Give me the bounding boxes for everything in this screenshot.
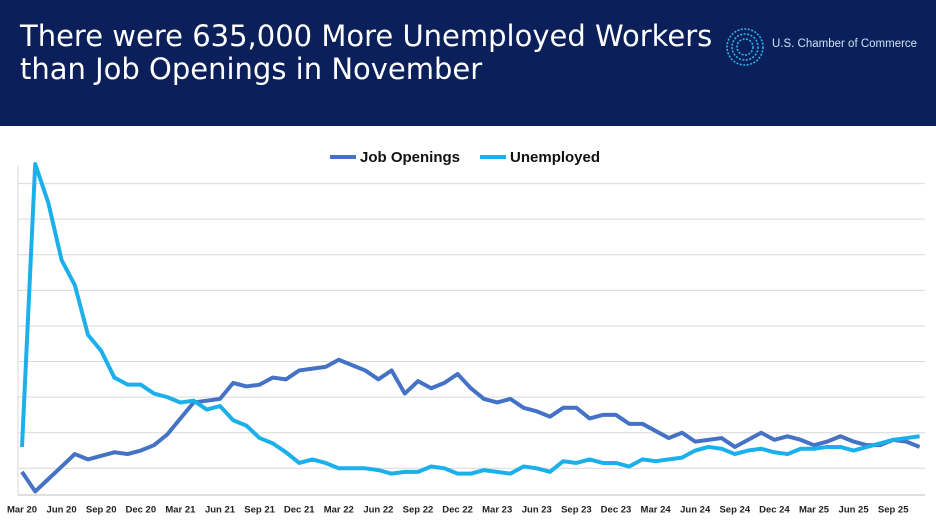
x-tick-label: Mar 25: [799, 505, 830, 516]
data-line: [20, 162, 920, 476]
x-tick-label: Mar 22: [324, 505, 354, 516]
x-tick-label: Dec 21: [284, 505, 315, 516]
x-tick-label: Dec 23: [601, 505, 632, 516]
header: There were 635,000 More Unemployed Worke…: [0, 0, 936, 126]
x-tick-label: Jun 23: [522, 505, 552, 516]
x-tick-label: Sep 22: [403, 505, 434, 516]
x-tick-label: Mar 21: [165, 505, 196, 516]
x-tick-label: Sep 25: [878, 505, 909, 516]
x-tick-label: Mar 23: [482, 505, 512, 516]
logo: [726, 28, 764, 66]
x-tick-label: Sep 20: [86, 505, 117, 516]
x-tick-label: Jun 25: [839, 505, 870, 516]
organization: U.S. Chamber of Commerce: [772, 38, 918, 50]
x-tick-label: Sep 23: [561, 505, 592, 516]
x-tick-label: Mar 20: [7, 505, 37, 516]
chart-title: There were 635,000 More Unemployed Worke…: [20, 19, 713, 86]
x-tick-label: Jun 21: [205, 505, 236, 516]
chart: Mar 20 Jun 20 Sep 20 Dec 20 Mar 21 Jun 21 Sep …: [7, 149, 925, 516]
data-line: [20, 357, 921, 494]
x-tick-label: Dec 24: [759, 505, 790, 516]
x-tick-label: Jun 20: [47, 505, 77, 516]
legend-label: Job Openings: [360, 149, 460, 166]
x-tick-label: Sep 24: [719, 505, 750, 516]
x-tick-label: Sep 21: [244, 505, 275, 516]
x-tick-label: Mar 24: [641, 505, 672, 516]
x-tick-label: Jun 22: [363, 505, 393, 516]
x-tick-label: Dec 20: [125, 505, 156, 516]
x-tick-label: Jun 24: [680, 505, 711, 516]
legend-label: Unemployed: [510, 149, 600, 166]
x-tick-label: Dec 22: [442, 505, 473, 516]
